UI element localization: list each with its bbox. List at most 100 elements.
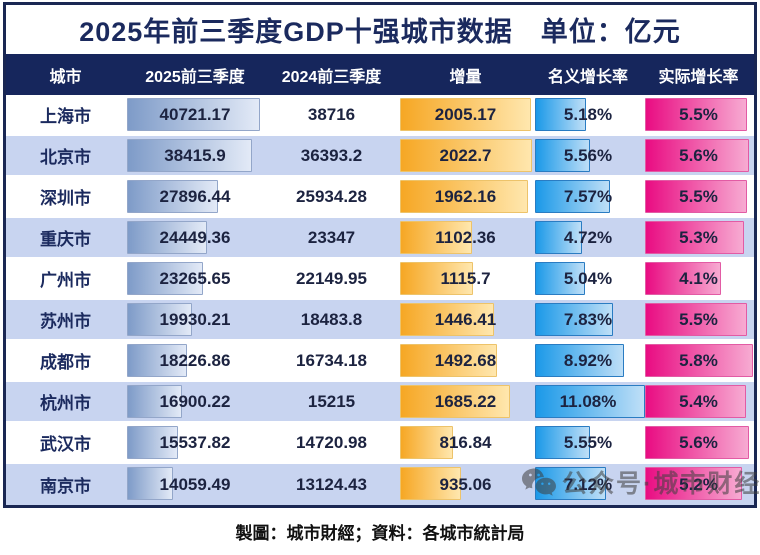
gdp2025-value: 40721.17: [159, 104, 231, 124]
nominal-bar: [535, 426, 590, 459]
real-bar: [645, 426, 749, 459]
cell-gdp2024: 14720.98: [265, 423, 398, 462]
column-header-nominal: 名义增长率: [547, 68, 628, 86]
cell-gdp2024: 16734.18: [265, 341, 398, 380]
increment-bar: [400, 139, 532, 172]
cell-real: 5.5%: [643, 300, 754, 339]
cell-nominal: 5.56%: [533, 136, 643, 175]
gdp2025-bar: [127, 221, 207, 254]
gdp2025-bar: [127, 139, 252, 172]
increment-value: 2005.17: [434, 104, 497, 124]
real-value: 5.4%: [679, 391, 718, 411]
real-value: 5.6%: [679, 145, 718, 165]
gdp2025-value: 18226.86: [159, 350, 231, 370]
column-header-real: 实际增长率: [658, 68, 739, 86]
nominal-value: 8.92%: [563, 350, 613, 370]
increment-value: 1685.22: [434, 391, 497, 411]
gdp2024-value: 36393.2: [300, 145, 363, 165]
real-bar: [645, 180, 747, 213]
gdp2025-value: 38415.9: [164, 145, 226, 165]
cell-increment: 816.84: [398, 423, 533, 462]
increment-bar: [400, 385, 510, 418]
table-row: 深圳市 27896.44 25934.28 1962.16 7.57% 5.5%: [6, 177, 754, 218]
cell-nominal: 7.12%: [533, 464, 643, 505]
real-bar: [645, 344, 753, 377]
nominal-value: 11.08%: [559, 391, 617, 411]
cell-gdp2025: 18226.86: [125, 341, 265, 380]
nominal-bar: [535, 385, 645, 418]
cell-gdp2024: 22149.95: [265, 259, 398, 298]
gdp2025-value: 24449.36: [159, 227, 231, 247]
gdp2024-value: 23347: [307, 227, 356, 247]
increment-bar: [400, 303, 494, 336]
footer-credit: 製圖：城市財經；資料：各城市統計局: [235, 524, 525, 543]
nominal-bar: [535, 303, 613, 336]
nominal-value: 7.57%: [563, 186, 613, 206]
gdp2025-value: 16900.22: [159, 391, 231, 411]
cell-gdp2025: 23265.65: [125, 259, 265, 298]
cell-increment: 2005.17: [398, 95, 533, 134]
cell-city: 杭州市: [6, 382, 125, 421]
cell-gdp2024: 38716: [265, 95, 398, 134]
real-value: 5.6%: [679, 432, 718, 452]
real-bar: [645, 221, 744, 254]
gdp2025-bar: [127, 385, 182, 418]
cell-gdp2024: 15215: [265, 382, 398, 421]
nominal-bar: [535, 344, 624, 377]
cell-gdp2024: 13124.43: [265, 464, 398, 505]
gdp2025-bar: [127, 180, 218, 213]
cell-nominal: 5.55%: [533, 423, 643, 462]
cell-city: 深圳市: [6, 177, 125, 216]
cell-real: 5.6%: [643, 136, 754, 175]
gdp2025-bar: [127, 98, 260, 131]
gdp2025-value: 27896.44: [159, 186, 231, 206]
cell-gdp2025: 16900.22: [125, 382, 265, 421]
increment-value: 1446.41: [434, 309, 497, 329]
nominal-value: 5.18%: [563, 104, 613, 124]
real-bar: [645, 98, 747, 131]
nominal-bar: [535, 180, 610, 213]
city-value: 上海市: [40, 107, 91, 126]
cell-real: 5.3%: [643, 218, 754, 257]
real-value: 5.5%: [679, 309, 718, 329]
nominal-value: 7.83%: [563, 309, 613, 329]
gdp2024-value: 15215: [307, 391, 356, 411]
table-row: 南京市 14059.49 13124.43 935.06 7.12% 5.2%: [6, 464, 754, 505]
column-header-city: 城市: [49, 68, 82, 86]
gdp2025-bar: [127, 344, 187, 377]
gdp2024-value: 16734.18: [296, 350, 367, 370]
cell-gdp2025: 19930.21: [125, 300, 265, 339]
gdp2025-bar: [127, 426, 178, 459]
cell-real: 5.4%: [643, 382, 754, 421]
gdp2025-value: 19930.21: [159, 309, 231, 329]
cell-increment: 1102.36: [398, 218, 533, 257]
city-value: 北京市: [40, 148, 91, 167]
nominal-bar: [535, 139, 590, 172]
city-value: 苏州市: [40, 312, 91, 331]
cell-nominal: 7.57%: [533, 177, 643, 216]
cell-gdp2025: 38415.9: [125, 136, 265, 175]
gdp2024-value: 14720.98: [296, 432, 367, 452]
nominal-bar: [535, 262, 585, 295]
city-value: 广州市: [40, 271, 91, 290]
increment-bar: [400, 180, 528, 213]
cell-city: 成都市: [6, 341, 125, 380]
nominal-bar: [535, 98, 586, 131]
increment-value: 935.06: [439, 474, 492, 494]
page-title: 2025年前三季度GDP十强城市数据 单位：亿元: [6, 5, 754, 54]
gdp2025-value: 14059.49: [159, 474, 231, 494]
city-value: 武汉市: [40, 435, 91, 454]
cell-gdp2024: 36393.2: [265, 136, 398, 175]
table-row: 杭州市 16900.22 15215 1685.22 11.08% 5.4%: [6, 382, 754, 423]
cell-real: 5.8%: [643, 341, 754, 380]
city-value: 成都市: [40, 353, 91, 372]
cell-increment: 1962.16: [398, 177, 533, 216]
cell-real: 4.1%: [643, 259, 754, 298]
cell-gdp2025: 24449.36: [125, 218, 265, 257]
table-row: 武汉市 15537.82 14720.98 816.84 5.55% 5.6%: [6, 423, 754, 464]
real-bar: [645, 467, 742, 500]
cell-increment: 1115.7: [398, 259, 533, 298]
cell-increment: 1685.22: [398, 382, 533, 421]
table-row: 重庆市 24449.36 23347 1102.36 4.72% 5.3%: [6, 218, 754, 259]
